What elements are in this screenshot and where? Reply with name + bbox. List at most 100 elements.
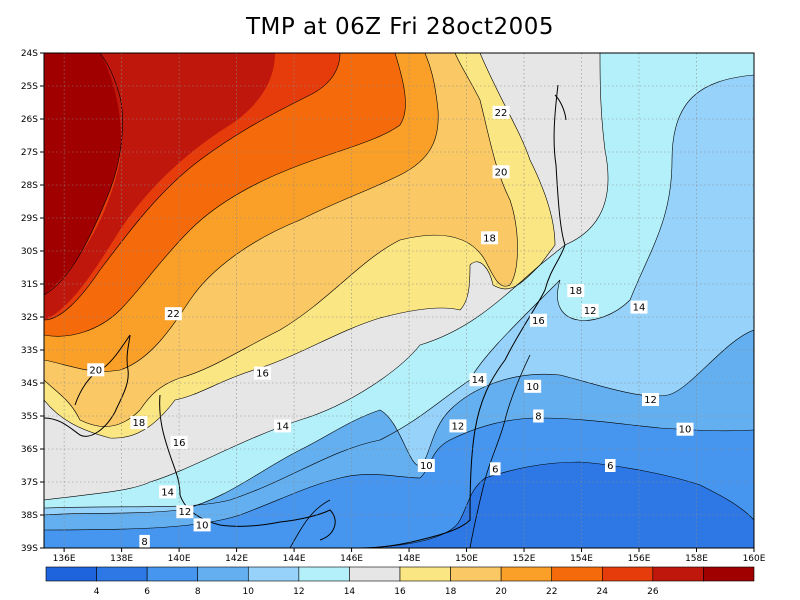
contour-label-text: 8 <box>535 412 541 423</box>
gridlines <box>44 53 754 548</box>
contour-label: 12 <box>642 393 660 406</box>
lon-tick-label: 156E <box>628 554 651 564</box>
lon-tick-label: 148E <box>398 554 421 564</box>
contour-label-bg <box>524 379 542 393</box>
state-borders <box>289 354 531 548</box>
lon-tick-label: 160E <box>743 554 766 564</box>
contour-label: 14 <box>274 419 292 433</box>
contour-label: 12 <box>449 419 467 433</box>
contour-label-bg <box>481 231 499 245</box>
contour-label-text: 20 <box>89 365 102 376</box>
colorbar-tick-label: 12 <box>293 587 304 597</box>
colorbar-swatch <box>298 566 350 582</box>
contour-label: 20 <box>492 165 510 179</box>
contour-label: 22 <box>492 105 510 119</box>
contour-label-bg <box>170 435 188 449</box>
contour-label-bg <box>676 422 694 436</box>
colorbar-swatch <box>500 566 553 582</box>
contour-label-bg <box>605 459 616 472</box>
contour-label-text: 18 <box>569 286 582 297</box>
contour-label: 10 <box>193 518 211 532</box>
lat-tick-label: 37S <box>21 478 38 488</box>
lat-tick-label: 28S <box>21 181 38 191</box>
contour-label: 14 <box>159 485 177 499</box>
contour-label: 14 <box>469 373 487 387</box>
map-title: TMP at 06Z Fri 28oct2005 <box>245 14 555 40</box>
colorbar-swatch <box>349 566 401 582</box>
contour-label-bg <box>469 373 487 387</box>
lat-tick-label: 32S <box>21 313 38 323</box>
contour-label-text: 18 <box>132 418 145 429</box>
contour-label: 10 <box>417 459 435 472</box>
contour-label: 10 <box>676 422 694 436</box>
contour-label-bg <box>492 165 510 179</box>
colorbar-tick-label: 22 <box>546 587 557 597</box>
contour-label-bg <box>130 416 148 430</box>
contour-label-bg <box>274 419 292 433</box>
lat-tick-label: 27S <box>21 148 38 158</box>
contour-label-text: 10 <box>196 520 209 531</box>
colorbar-swatch <box>601 566 654 582</box>
lat-tick-label: 26S <box>21 115 38 125</box>
contour-label: 8 <box>533 409 544 423</box>
contour-label: 18 <box>130 416 148 430</box>
contour-label-bg <box>492 105 510 119</box>
contour-label: 16 <box>529 313 547 327</box>
contour-label-bg <box>176 505 194 519</box>
contour-label-text: 16 <box>256 369 269 380</box>
contour-label-text: 10 <box>679 425 692 436</box>
contour-label-text: 22 <box>167 309 180 320</box>
lat-tick-label: 31S <box>21 280 38 290</box>
lon-tick-label: 144E <box>283 554 306 564</box>
contour-label-text: 12 <box>584 306 597 317</box>
contour-label-bg <box>630 300 648 314</box>
band-26-plus <box>44 53 123 295</box>
lon-tick-label: 152E <box>513 554 536 564</box>
contour-label: 6 <box>490 462 501 476</box>
colorbar-swatch <box>247 566 300 582</box>
colorbar-swatch <box>450 566 502 582</box>
colorbar-tick-label: 6 <box>144 587 150 597</box>
colorbar-tick-label: 20 <box>495 587 507 597</box>
contour-label: 6 <box>605 459 616 472</box>
contour-label-bg <box>87 363 105 377</box>
colorbar-tick-label: 8 <box>195 587 201 597</box>
contour-label-text: 12 <box>644 395 657 406</box>
colorbar-swatch <box>703 566 755 582</box>
contour-label-text: 6 <box>492 464 498 475</box>
contour-label: 16 <box>170 435 188 449</box>
lat-tick-label: 25S <box>21 82 38 92</box>
lon-tick-label: 136E <box>53 554 76 564</box>
contour-label: 12 <box>176 505 194 519</box>
contour-label-bg <box>533 409 544 423</box>
band-4-6 <box>350 462 754 548</box>
contour-label-text: 8 <box>141 537 147 548</box>
contour-label-bg <box>642 393 660 406</box>
contour-label-bg <box>159 485 177 499</box>
contour-label-text: 14 <box>633 303 646 314</box>
colorbar: 4 6 8 10 12 14 16 18 20 22 24 26 <box>45 566 755 597</box>
colorbar-tick-label: 26 <box>647 587 659 597</box>
colorbar-swatch <box>652 566 704 582</box>
lat-tick-label: 38S <box>21 511 38 521</box>
lat-tick-label: 36S <box>21 445 38 455</box>
plot-frame <box>43 52 755 549</box>
contour-label-bg <box>164 307 182 321</box>
lat-tick-label: 34S <box>21 379 38 389</box>
contour-label-text: 16 <box>532 316 545 327</box>
contour-label: 20 <box>87 363 105 377</box>
band-26-orange-red <box>44 53 275 320</box>
contour-label-text: 10 <box>420 461 433 472</box>
contour-label-bg <box>139 534 150 548</box>
contour-label-bg <box>567 284 585 298</box>
contour-label-text: 14 <box>472 375 485 386</box>
contour-label-text: 14 <box>161 487 174 498</box>
contour-label-text: 18 <box>483 233 496 244</box>
lat-tick-label: 33S <box>21 346 38 356</box>
contour-label: 8 <box>139 534 150 548</box>
contour-label-bg <box>490 462 501 476</box>
contour-label: 22 <box>164 307 182 321</box>
contour-label-bg <box>581 303 599 317</box>
